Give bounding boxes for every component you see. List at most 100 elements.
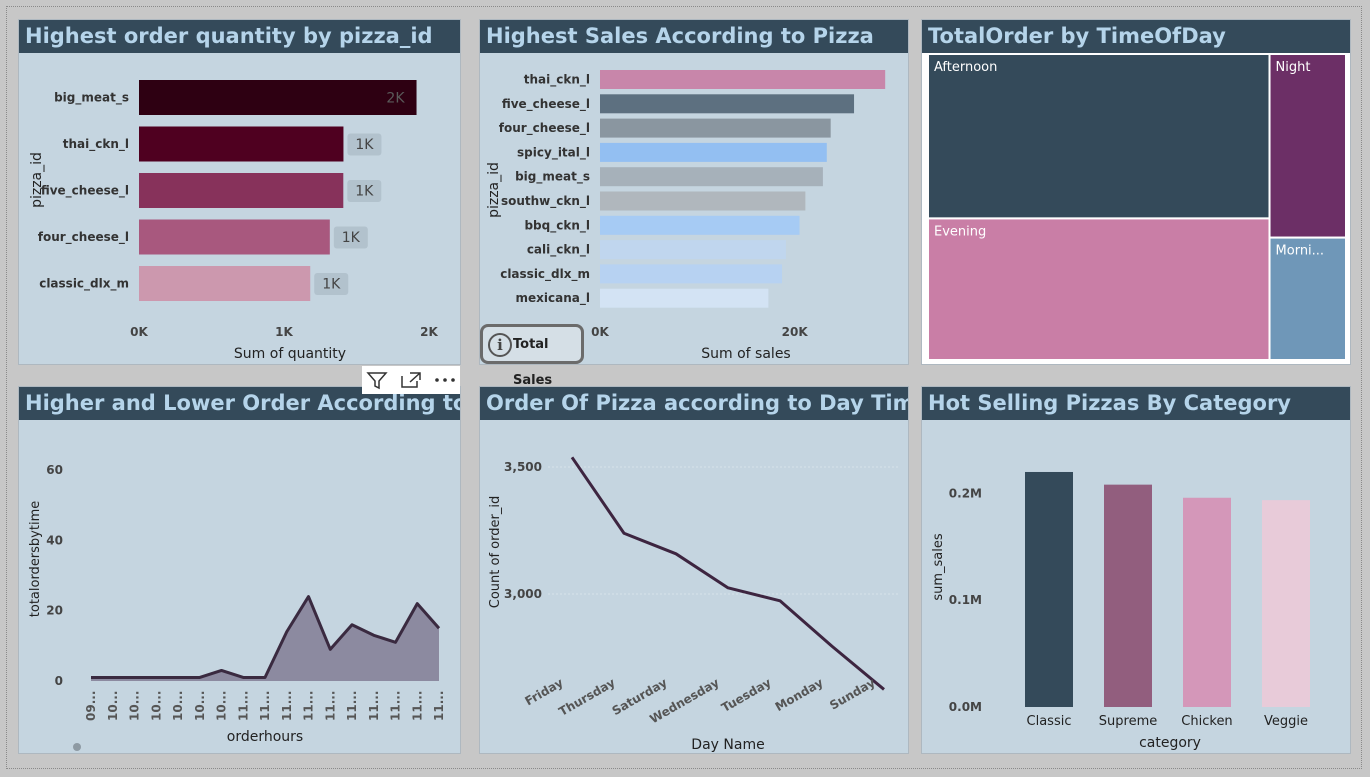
- x-tick-label: Thursday: [556, 675, 617, 718]
- category-label: thai_ckn_l: [524, 73, 590, 88]
- x-axis-title: orderhours: [227, 729, 303, 745]
- data-label-background: [347, 180, 382, 202]
- x-tick-label: 11...: [410, 691, 424, 721]
- sales-bar: [600, 94, 855, 114]
- category-sales-panel[interactable]: Hot Selling Pizzas By Category 0.0M 0.1M 0…: [921, 386, 1351, 754]
- category-label: four_cheese_l: [499, 121, 590, 136]
- x-tick-label: 0K: [130, 325, 148, 339]
- data-label: 1K: [342, 230, 361, 246]
- info-icon: i: [488, 333, 512, 357]
- report-canvas-border: [6, 6, 1362, 769]
- sales-bar: [600, 167, 823, 187]
- x-tick-label: 11...: [432, 691, 446, 721]
- category-label: bbq_ckn_l: [524, 218, 590, 233]
- x-tick-label: 11...: [345, 691, 359, 721]
- orders-by-day-chart[interactable]: 3,0003,500FridayThursdaySaturdayWednesda…: [480, 387, 909, 754]
- category-label: five_cheese_l: [502, 97, 590, 112]
- sales-by-pizza-chart[interactable]: thai_ckn_l five_cheese_l four_cheese_lspic…: [480, 20, 909, 365]
- x-tick-label: Sunday: [827, 675, 877, 712]
- sales-bar: [600, 118, 831, 138]
- x-axis-title: Sum of quantity: [234, 346, 346, 362]
- y-tick-label: 60: [46, 463, 63, 477]
- data-label: 1K: [355, 137, 374, 153]
- x-tick-label: Monday: [773, 675, 826, 714]
- x-tick-label: 20K: [782, 325, 809, 339]
- y-tick-label: 3,000: [504, 587, 542, 601]
- data-label-background: [347, 133, 382, 156]
- y-axis-title: pizza_id: [29, 152, 45, 208]
- category-label: big_meat_s: [54, 91, 129, 106]
- quantity-bar: [139, 80, 417, 115]
- category-bar: [1262, 500, 1310, 707]
- quantity-bar: [139, 173, 344, 208]
- orders-by-time-chart[interactable]: 0 20 40 60 09... 10... 10... 10... 10... 10... 10.…: [19, 387, 461, 754]
- x-tick-label: 10...: [128, 691, 142, 721]
- x-tick-label: 10...: [149, 691, 163, 721]
- order-quantity-panel[interactable]: Highest order quantity by pizza_id big_m…: [18, 19, 461, 365]
- x-tick-label: 11...: [323, 691, 337, 721]
- order-quantity-title: Highest order quantity by pizza_id: [19, 20, 460, 53]
- sales-bar: [600, 215, 800, 235]
- total-sales-label: Total Sales: [513, 337, 553, 388]
- x-tick-label: 09...: [84, 691, 98, 721]
- category-label: cali_ckn_l: [527, 243, 590, 258]
- order-quantity-chart[interactable]: big_meat_s 2K thai_ckn_l 1K five_cheese_l 1K f…: [19, 20, 461, 365]
- quantity-bar: [139, 266, 311, 301]
- area-line: [91, 595, 441, 679]
- x-tick-label: 11...: [302, 691, 316, 721]
- treemap-tile: [1268, 53, 1348, 239]
- treemap-label: Evening: [934, 224, 986, 239]
- category-sales-chart[interactable]: 0.0M 0.1M 0.2M Classic Supreme Chicken Veggie c…: [922, 387, 1351, 754]
- data-label: 1K: [322, 277, 341, 293]
- category-bar: [1104, 484, 1152, 707]
- category-label: spicy_ital_l: [517, 145, 590, 160]
- sales-bar: [600, 288, 769, 308]
- data-label: 1K: [355, 184, 374, 200]
- treemap-label: Night: [1276, 60, 1311, 75]
- x-tick-label: Tuesday: [719, 675, 774, 715]
- x-axis-title: Day Name: [691, 737, 764, 753]
- y-axis-title: Count of order_id: [488, 496, 503, 608]
- x-tick-label: 0K: [591, 325, 609, 339]
- x-tick-label: Chicken: [1181, 714, 1232, 729]
- x-tick-label: 11...: [389, 691, 403, 721]
- treemap-label: Morni...: [1276, 244, 1325, 259]
- sales-bar: [600, 191, 806, 211]
- x-axis-title: category: [1139, 735, 1201, 751]
- x-tick-label: 11...: [258, 691, 272, 721]
- category-label: southw_ckn_l: [501, 194, 590, 209]
- filter-icon[interactable]: [364, 369, 390, 391]
- x-tick-label: 10...: [171, 691, 185, 721]
- x-tick-label: 10...: [193, 691, 207, 721]
- treemap-tile: [927, 217, 1271, 361]
- scrollbar-handle[interactable]: [73, 743, 81, 751]
- category-label: mexicana_l: [516, 291, 590, 306]
- quantity-bar: [139, 126, 344, 162]
- category-bar: [1025, 471, 1073, 707]
- category-label: five_cheese_l: [41, 184, 129, 199]
- treemap-label: Afternoon: [934, 60, 997, 75]
- sales-bar: [600, 70, 886, 89]
- time-of-day-treemap[interactable]: Afternoon Evening Night Morni...: [922, 20, 1351, 365]
- sales-bar: [600, 240, 786, 260]
- orders-by-time-panel[interactable]: Higher and Lower Order According to time…: [18, 386, 461, 754]
- data-label-background: [333, 226, 368, 249]
- treemap-tile: [927, 53, 1271, 220]
- x-tick-label: Supreme: [1099, 714, 1157, 729]
- x-tick-label: Classic: [1027, 714, 1072, 729]
- x-axis-title: Sum of sales: [701, 346, 790, 362]
- category-label: big_meat_s: [515, 170, 590, 185]
- sales-by-pizza-title: Highest Sales According to Pizza: [480, 20, 908, 53]
- focus-mode-icon[interactable]: [398, 369, 424, 391]
- quantity-bar: [139, 219, 330, 255]
- category-label: four_cheese_l: [38, 230, 129, 245]
- orders-by-day-panel[interactable]: Order Of Pizza according to Day Time 3,0…: [479, 386, 909, 754]
- total-sales-button[interactable]: i Total Sales: [480, 324, 584, 388]
- y-tick-label: 40: [46, 533, 63, 547]
- y-tick-label: 20: [46, 604, 63, 618]
- more-options-icon[interactable]: [432, 369, 458, 391]
- x-tick-label: Veggie: [1264, 714, 1308, 729]
- x-tick-label: 11...: [367, 691, 381, 721]
- sales-by-pizza-panel[interactable]: Highest Sales According to Pizza thai_ck…: [479, 19, 909, 365]
- time-of-day-panel[interactable]: TotalOrder by TimeOfDay Afternoon Evening…: [921, 19, 1351, 365]
